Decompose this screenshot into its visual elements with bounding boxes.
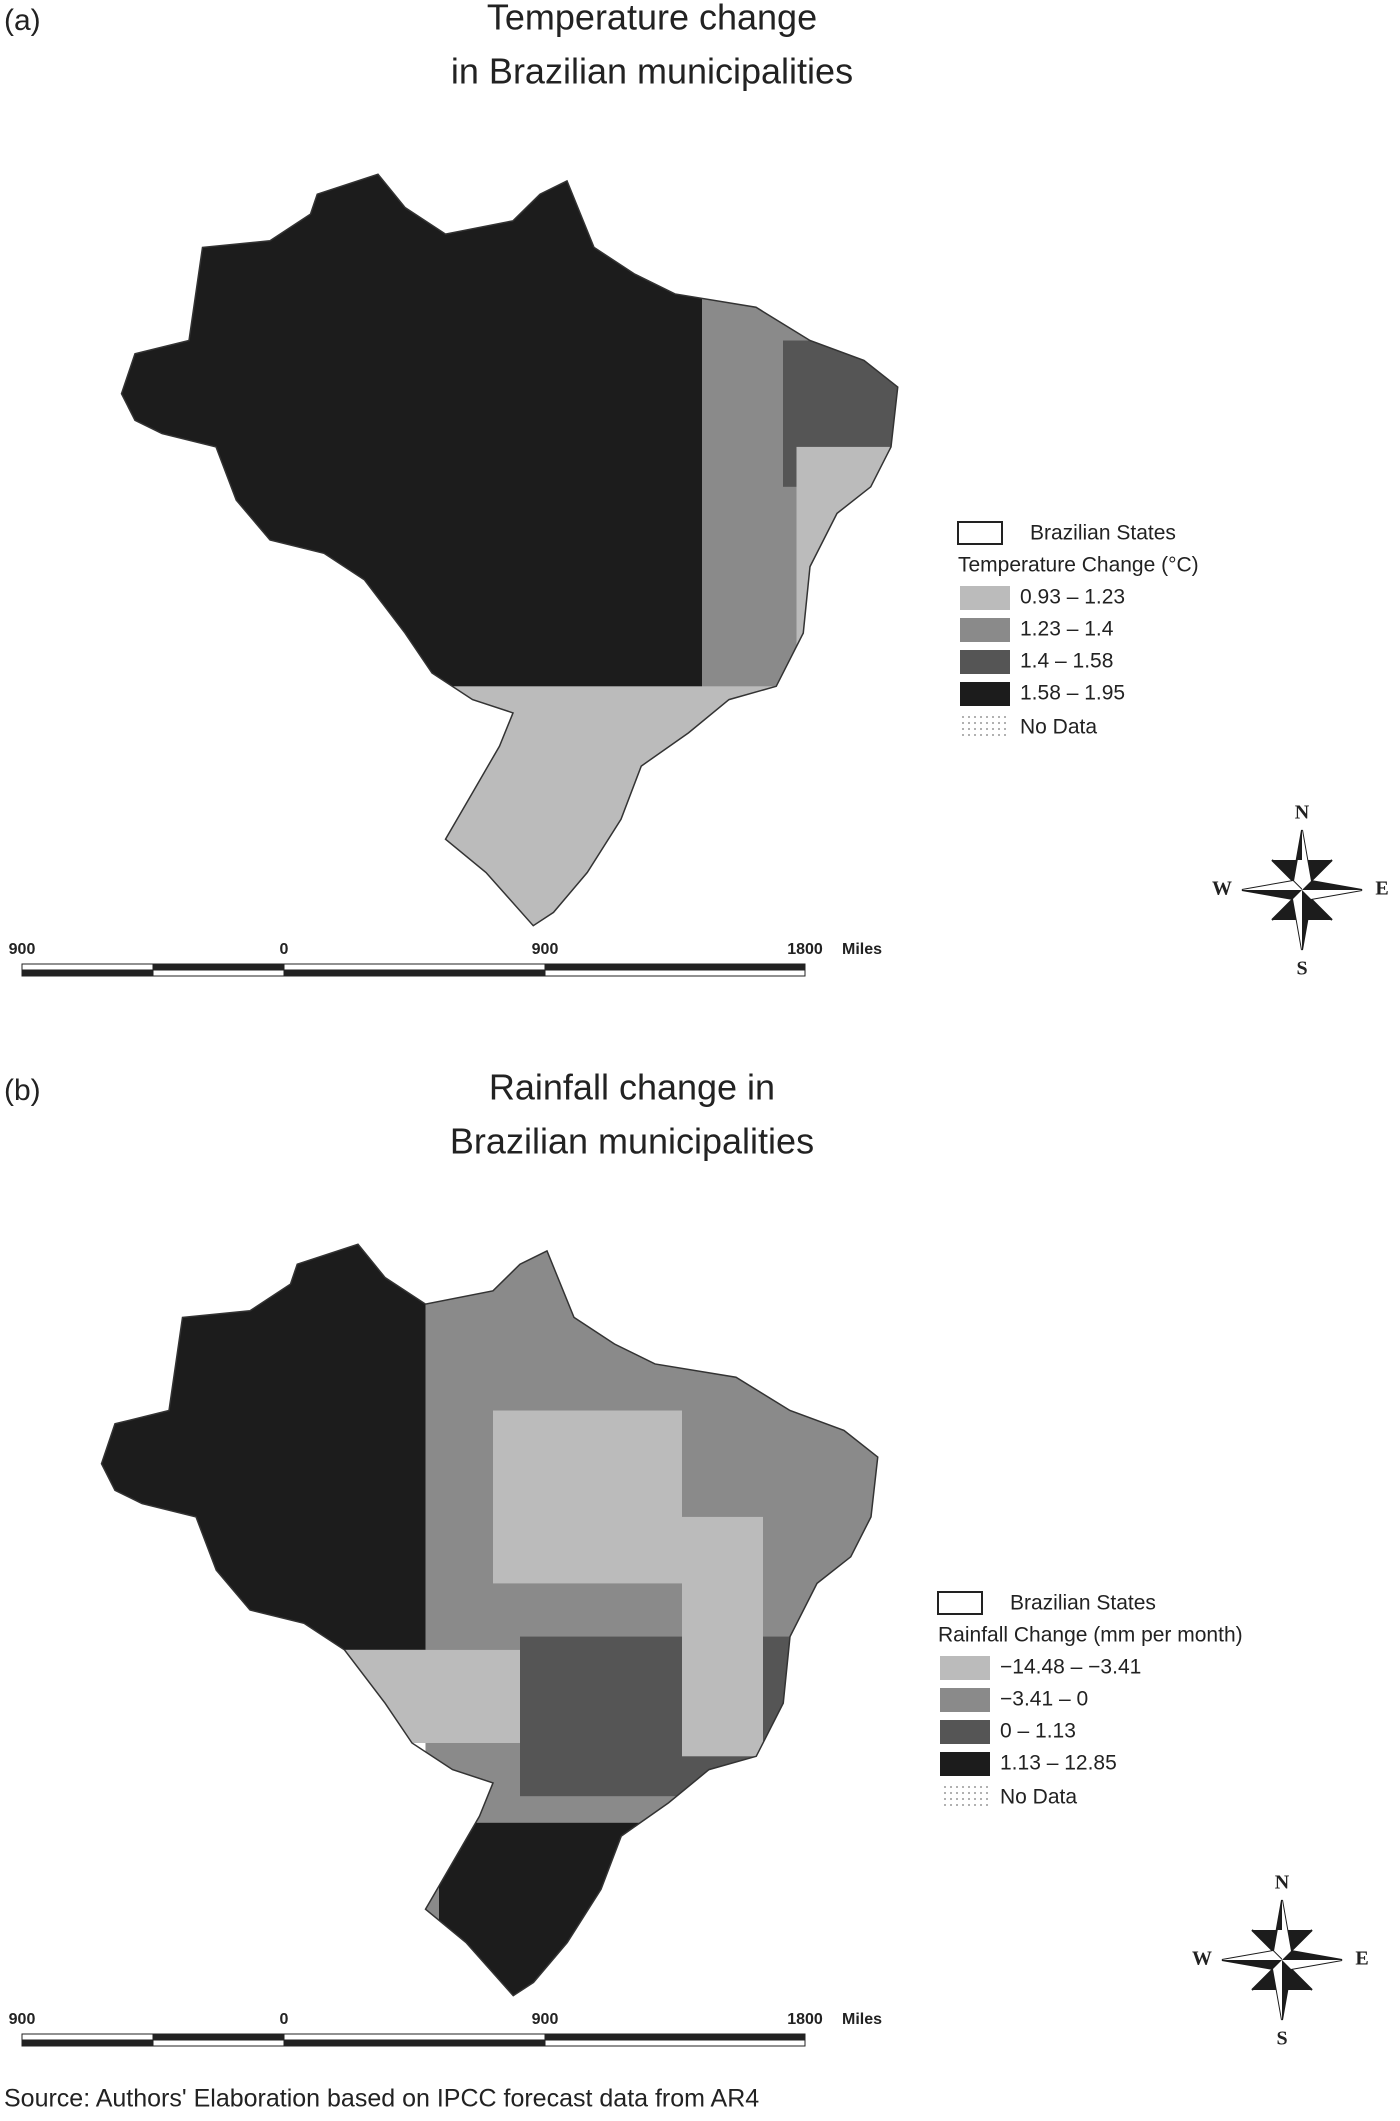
compass-label: S: [1276, 2028, 1287, 2050]
legend-label: −14.48 – −3.41: [1000, 1656, 1141, 1679]
scale-bar: [283, 2039, 546, 2047]
scale-bar: [21, 963, 154, 971]
legend-label: −3.41 – 0: [1000, 1688, 1088, 1711]
compass-rose: [1222, 1900, 1342, 2020]
legend-swatch: [960, 682, 1010, 706]
country-outline: [120, 173, 899, 927]
compass-label: S: [1296, 958, 1307, 980]
scale-bar: [152, 2039, 285, 2047]
map-region: [121, 686, 898, 926]
map: [121, 174, 898, 926]
legend-label: No Data: [1000, 1786, 1077, 1809]
scale-label: 900: [9, 941, 36, 958]
panel: (b) Rainfall change in Brazilian municipal…: [4, 1067, 1369, 2050]
compass-label: E: [1355, 1948, 1368, 1970]
map-region: [101, 1244, 426, 1650]
legend-swatch: [940, 1720, 990, 1744]
compass-label: N: [1295, 802, 1310, 824]
scale-label: 900: [532, 941, 559, 958]
legend-label: 0 – 1.13: [1000, 1720, 1076, 1743]
compass-label: W: [1212, 878, 1232, 900]
scale-bar: [152, 2033, 285, 2041]
legend-label: Brazilian States: [1010, 1592, 1156, 1615]
legend-label: Brazilian States: [1030, 522, 1176, 545]
scale-bar: [283, 963, 546, 971]
scale-label: Miles: [842, 2011, 882, 2028]
panel-label: (a): [4, 4, 41, 37]
scale-bar: [21, 969, 154, 977]
legend-title: Temperature Change (°C): [958, 554, 1199, 577]
legend-swatch: [960, 586, 1010, 610]
legend-label: No Data: [1020, 716, 1097, 739]
scale-bar: [544, 2039, 806, 2047]
legend-swatch: [940, 1786, 990, 1810]
legend-title: Rainfall Change (mm per month): [938, 1624, 1243, 1647]
scale-bar: [544, 969, 806, 977]
compass-label: N: [1275, 1872, 1290, 1894]
legend-label: 1.58 – 1.95: [1020, 682, 1125, 705]
country-outline: [100, 1243, 879, 1997]
scale-bar: [544, 2033, 806, 2041]
legend-swatch: [957, 521, 1003, 545]
scale-bar: [283, 969, 546, 977]
scale-bar: [152, 969, 285, 977]
legend-label: 1.13 – 12.85: [1000, 1752, 1117, 1775]
compass-rose: [1242, 830, 1362, 950]
scale-bar: [544, 963, 806, 971]
scale-label: 900: [532, 2011, 559, 2028]
scale-label: 0: [280, 941, 289, 958]
legend-label: 0.93 – 1.23: [1020, 586, 1125, 609]
legend-swatch: [937, 1591, 983, 1615]
legend-label: 1.4 – 1.58: [1020, 650, 1113, 673]
source-note: Source: Authors' Elaboration based on IP…: [4, 2085, 759, 2113]
legend-swatch: [940, 1752, 990, 1776]
compass-rose: [1221, 1899, 1343, 2021]
compass-label: E: [1375, 878, 1388, 900]
compass-rose: [1241, 829, 1363, 951]
legend-label: 1.23 – 1.4: [1020, 618, 1114, 641]
map-region: [121, 174, 898, 700]
legend-swatch: [960, 716, 1010, 740]
map-region: [493, 1410, 682, 1584]
map: [101, 1244, 878, 1996]
map-title: Rainfall change in: [489, 1067, 775, 1108]
legend-swatch: [960, 650, 1010, 674]
scale-bar: [283, 2033, 546, 2041]
scale-label: 0: [280, 2011, 289, 2028]
legend-swatch: [940, 1656, 990, 1680]
map-title: Temperature change: [487, 0, 817, 38]
legend-swatch: [940, 1688, 990, 1712]
panel-label: (b): [4, 1074, 41, 1107]
compass-label: W: [1192, 1948, 1212, 1970]
scale-label: 1800: [787, 941, 823, 958]
map-title: in Brazilian municipalities: [451, 51, 853, 92]
map-region: [796, 446, 898, 780]
map-region: [209, 1649, 547, 1743]
map-region: [682, 1516, 763, 1757]
legend-swatch: [960, 618, 1010, 642]
scale-bar: [21, 2033, 154, 2041]
scale-bar: [21, 2039, 154, 2047]
scale-label: 1800: [787, 2011, 823, 2028]
scale-label: Miles: [842, 941, 882, 958]
scale-bar: [152, 963, 285, 971]
map-region: [439, 1822, 709, 1996]
scale-label: 900: [9, 2011, 36, 2028]
panel: (a) Temperature change in Brazilian munici…: [4, 0, 1389, 980]
map-title: Brazilian municipalities: [450, 1121, 814, 1162]
